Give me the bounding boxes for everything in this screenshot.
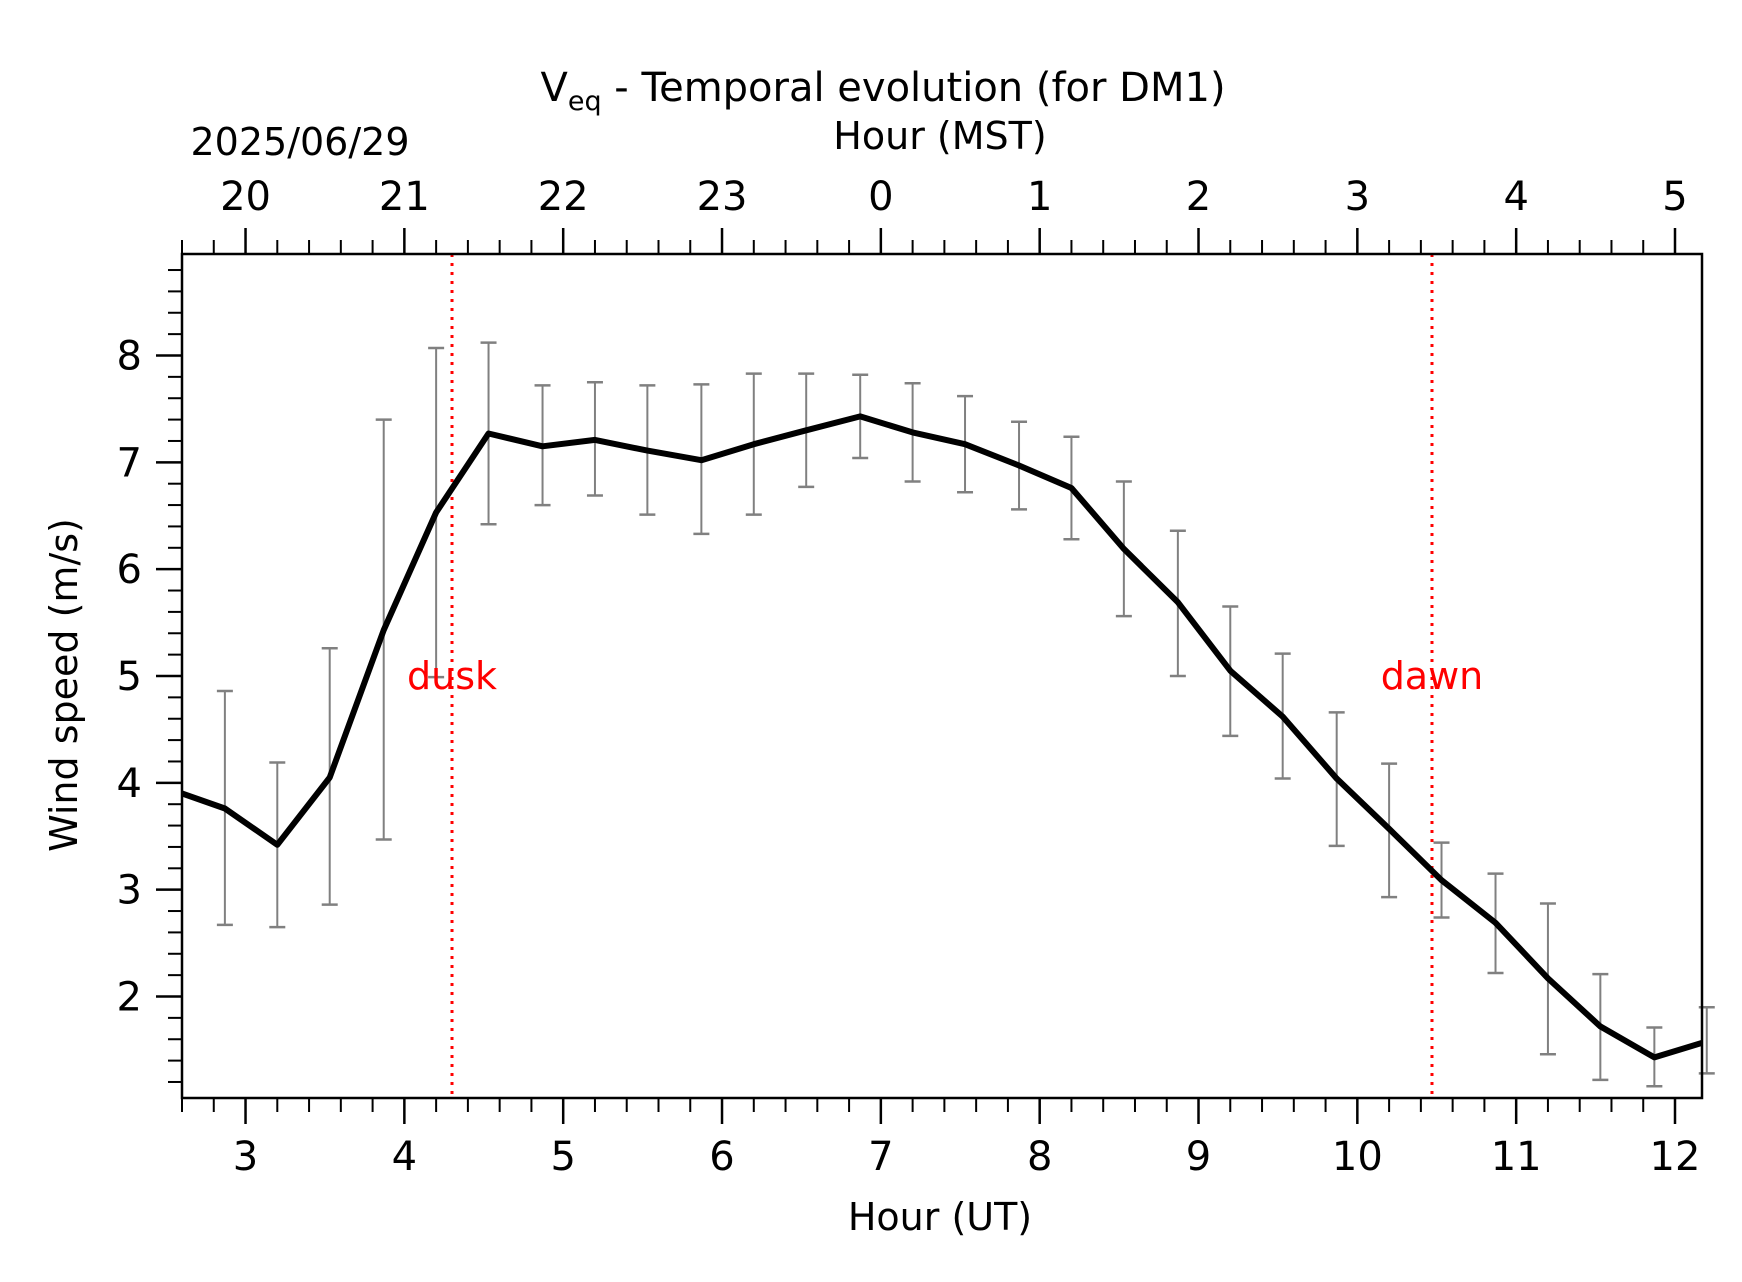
y-axis-label: Wind speed (m/s) [42,518,86,852]
top-tick-label: 22 [538,174,589,220]
top-tick-label: 21 [379,174,430,220]
top-axis-date: 2025/06/29 [190,120,409,164]
x-tick-label: 6 [709,1134,734,1180]
x-tick-label: 12 [1650,1134,1701,1180]
top-tick-label: 2 [1186,174,1211,220]
top-tick-label: 20 [220,174,271,220]
top-tick-label: 5 [1662,174,1687,220]
y-tick-label: 8 [117,333,142,379]
marker-label-dawn: dawn [1381,654,1484,698]
wind-speed-line [182,413,1702,1061]
x-axis-label: Hour (UT) [848,1195,1032,1239]
x-tick-label: 3 [233,1134,258,1180]
errorbars-layer [216,341,1715,1088]
y-tick-label: 6 [117,547,142,593]
x-tick-label: 9 [1186,1134,1211,1180]
x-tick-label: 4 [392,1134,417,1180]
x-tick-label: 5 [550,1134,575,1180]
top-tick-label: 23 [697,174,748,220]
top-tick-label: 0 [868,174,893,220]
x-tick-label: 7 [868,1134,893,1180]
y-tick-label: 3 [117,868,142,914]
marker-label-dusk: dusk [407,654,497,698]
y-tick-label: 4 [117,761,142,807]
top-tick-label: 1 [1027,174,1052,220]
y-tick-label: 5 [117,654,142,700]
line-layer [182,413,1702,1061]
x-tick-label: 8 [1027,1134,1052,1180]
markers-layer: dusk dawn [407,254,1483,1098]
y-tick-label: 2 [117,975,142,1021]
top-axis-label: Hour (MST) [833,114,1046,158]
top-tick-label: 4 [1503,174,1528,220]
x-tick-label: 11 [1491,1134,1542,1180]
plot-frame [180,252,1704,1100]
x-tick-label: 10 [1332,1134,1383,1180]
top-tick-label: 3 [1345,174,1370,220]
chart-title: Veq - Temporal evolution (for DM1) [540,65,1225,117]
y-tick-label: 7 [117,440,142,486]
